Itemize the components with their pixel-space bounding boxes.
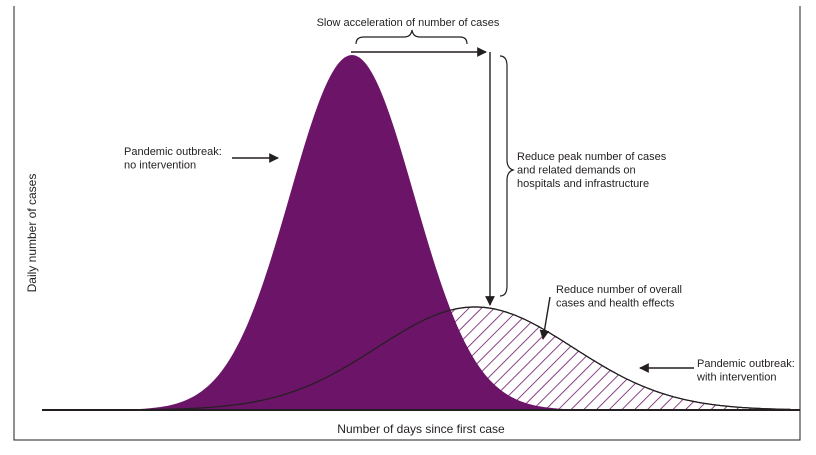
- x-axis-label: Number of days since first case: [337, 422, 505, 436]
- y-axis-label: Daily number of cases: [25, 174, 39, 293]
- slow-acceleration-label: Slow acceleration of number of cases: [317, 17, 500, 29]
- reduce-peak-label: Reduce peak number of cases and related …: [517, 151, 669, 190]
- reduce-peak-brace: [499, 55, 515, 297]
- no-intervention-label: Pandemic outbreak: no intervention: [124, 146, 225, 172]
- reduce-overall-label: Reduce number of overall cases and healt…: [556, 284, 685, 310]
- outer-frame: [13, 6, 801, 441]
- reduce-overall-arrow: [539, 296, 551, 340]
- with-intervention-outline: [149, 306, 790, 411]
- no-intervention-curve: [44, 55, 650, 410]
- slow-acceleration-brace: [355, 29, 468, 45]
- with-intervention-label: Pandemic outbreak: with intervention: [696, 358, 798, 384]
